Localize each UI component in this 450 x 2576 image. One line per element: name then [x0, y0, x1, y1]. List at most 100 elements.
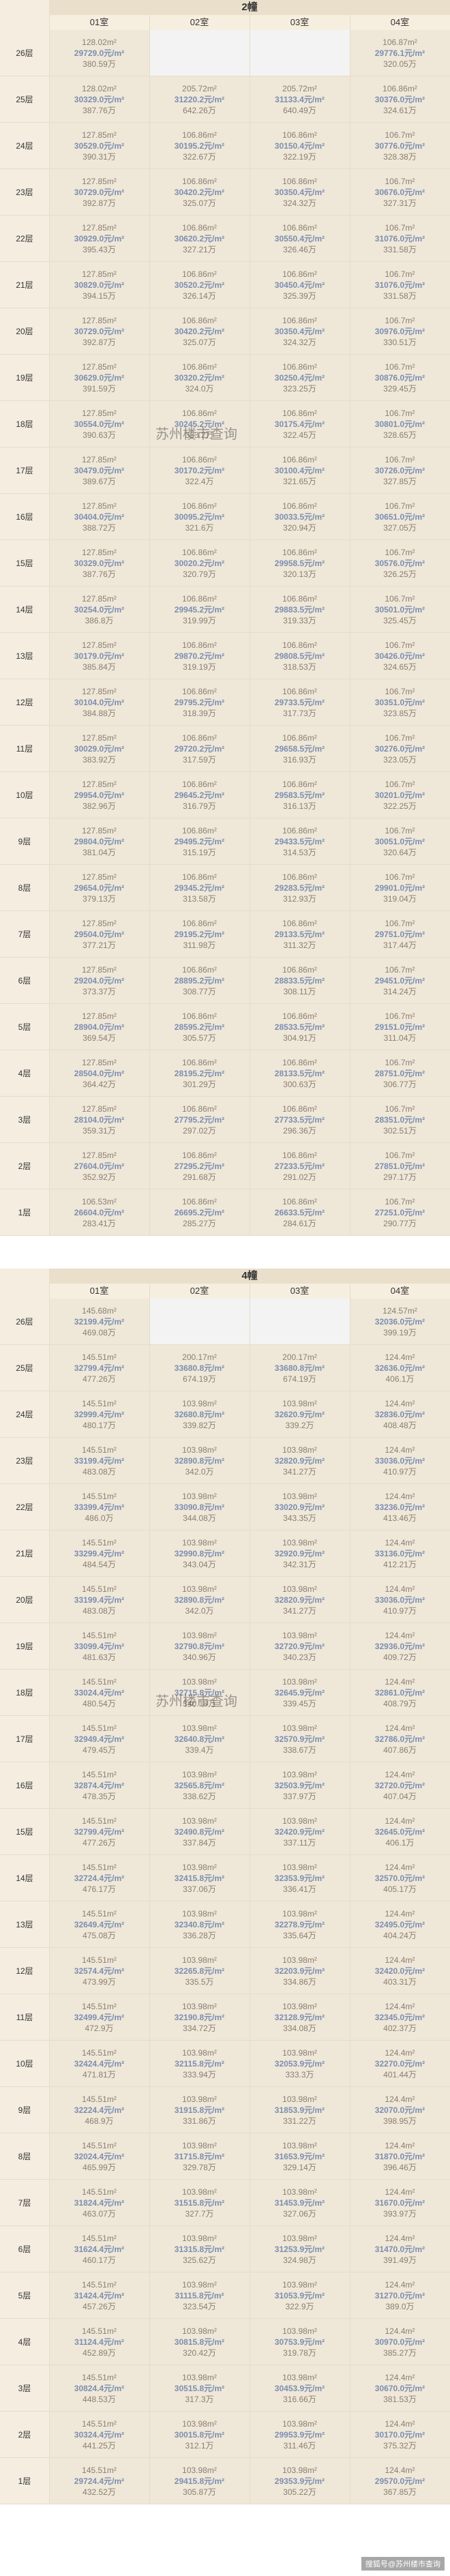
unit-price: 29804.0元/m² — [74, 837, 125, 846]
unit-cell: 106.86m² 30020.2元/m² 320.79万 — [149, 540, 250, 587]
unit-area: 103.98m² — [182, 1816, 217, 1826]
unit-price: 27295.2元/m² — [174, 1161, 225, 1171]
unit-total: 380.59万 — [82, 59, 116, 69]
unit-area: 106.86m² — [282, 640, 317, 650]
unit-total: 312.1万 — [185, 2441, 214, 2451]
unit-cell: 103.98m² 32990.8元/m² 343.04万 — [149, 1530, 250, 1577]
unit-cell: 103.98m² 30815.8元/m² 320.42万 — [149, 2319, 250, 2365]
unit-price: 33036.0元/m² — [374, 1456, 425, 1466]
floor-label: 16层 — [16, 1781, 33, 1790]
floor-label: 20层 — [16, 327, 33, 336]
unit-area: 106.86m² — [182, 316, 217, 325]
unit-cell: 127.85m² 28904.0元/m² 369.54万 — [49, 1004, 149, 1050]
unit-cell: 127.85m² 30729.0元/m² 392.87万 — [49, 308, 149, 355]
unit-total: 333.3万 — [285, 2070, 314, 2079]
unit-cell: 127.85m² 27604.0元/m² 352.92万 — [49, 1143, 149, 1189]
floor-label: 7层 — [18, 930, 31, 939]
unit-area: 103.98m² — [182, 1399, 217, 1408]
column-divider — [149, 15, 150, 1236]
unit-total: 392.87万 — [82, 198, 116, 208]
unit-area: 106.86m² — [182, 362, 217, 372]
unit-price: 28351.0元/m² — [374, 1115, 425, 1125]
unit-total: 325.39万 — [283, 291, 316, 301]
unit-price: 30453.9元/m² — [274, 2384, 325, 2393]
unit-area: 106.86m² — [182, 409, 217, 418]
unit-price: 27733.5元/m² — [274, 1115, 325, 1125]
unit-cell: 145.51m² 30824.4元/m² 448.53万 — [49, 2365, 149, 2412]
unit-total: 323.85万 — [383, 709, 417, 718]
unit-total: 319.78万 — [283, 2348, 316, 2358]
unit-price: 33090.8元/m² — [174, 1502, 225, 1512]
unit-price: 30020.2元/m² — [174, 559, 225, 568]
unit-total: 317.73万 — [283, 709, 316, 718]
unit-cell: 127.85m² 30254.0元/m² 386.8万 — [49, 587, 149, 633]
row-divider — [0, 1808, 450, 1809]
row-divider — [0, 1437, 450, 1438]
column-header: 02室 — [149, 1284, 250, 1299]
unit-area: 124.4m² — [385, 2373, 415, 2382]
unit-price: 33236.0元/m² — [374, 1502, 425, 1512]
unit-total: 324.32万 — [283, 198, 316, 208]
floor-label: 1层 — [18, 2476, 31, 2486]
unit-area: 106.86m² — [182, 733, 217, 743]
unit-area: 106.86m² — [182, 826, 217, 835]
unit-price: 29729.0元/m² — [74, 48, 125, 58]
unit-area: 145.51m² — [82, 1816, 117, 1826]
unit-area: 124.4m² — [385, 2141, 415, 2150]
unit-price: 32920.9元/m² — [274, 1549, 325, 1558]
unit-cell: 145.51m² 32799.4元/m² 477.26万 — [49, 1809, 149, 1855]
unit-price: 30450.4元/m² — [274, 280, 325, 290]
unit-area: 145.51m² — [82, 1955, 117, 1965]
unit-cell: 103.98m² 30515.8元/m² 317.3万 — [149, 2365, 250, 2412]
unit-total: 391.49万 — [383, 2255, 417, 2265]
unit-area: 106.86m² — [282, 409, 317, 418]
unit-price: 30350.4元/m² — [274, 188, 325, 197]
unit-total: 322.19万 — [283, 152, 316, 162]
unit-cell: 145.51m² 32649.4元/m² 475.08万 — [49, 1901, 149, 1948]
unit-total: 321.65万 — [283, 477, 316, 486]
unit-area: 106.86m² — [182, 1058, 217, 1067]
unit-area: 106.86m² — [282, 362, 317, 372]
unit-area: 106.7m² — [385, 1058, 415, 1067]
unit-price: 32036.0元/m² — [374, 1317, 425, 1327]
unit-price: 29204.0元/m² — [74, 976, 125, 986]
unit-price: 30376.0元/m² — [374, 95, 425, 104]
unit-area: 106.7m² — [385, 548, 415, 557]
unit-area: 127.85m² — [82, 1104, 117, 1114]
unit-cell: 145.51m² 29724.4元/m² 432.52万 — [49, 2458, 149, 2504]
unit-price: 29776.1元/m² — [374, 48, 425, 58]
unit-price: 31124.4元/m² — [74, 2337, 124, 2347]
row-divider — [0, 632, 450, 633]
unit-cell: 124.4m² 31870.0元/m² 396.46万 — [350, 2133, 450, 2180]
row-divider — [0, 215, 450, 216]
unit-price: 32799.4元/m² — [74, 1363, 125, 1373]
row-divider — [0, 2411, 450, 2412]
row-divider — [0, 2225, 450, 2226]
unit-area: 200.17m² — [282, 1352, 317, 1362]
floor-label: 18层 — [16, 419, 33, 429]
unit-total: 327.21万 — [183, 245, 216, 254]
unit-cell: 124.4m² 32645.0元/m² 406.1万 — [350, 1809, 450, 1855]
row-divider — [0, 2040, 450, 2041]
unit-area: 145.51m² — [82, 2373, 117, 2382]
unit-total: 297.02万 — [183, 1126, 216, 1136]
empty-unit-cell — [149, 1299, 250, 1345]
unit-area: 106.86m² — [182, 1151, 217, 1160]
unit-total: 325.07万 — [183, 338, 216, 347]
unit-cell: 124.4m² 31470.0元/m² 391.49万 — [350, 2226, 450, 2272]
unit-price: 32345.0元/m² — [374, 2013, 425, 2022]
unit-price: 31715.8元/m² — [174, 2152, 225, 2161]
unit-cell: 106.86m² 29733.5元/m² 317.73万 — [250, 679, 350, 726]
unit-total: 342.0万 — [185, 1467, 214, 1477]
unit-price: 30651.0元/m² — [374, 512, 425, 522]
unit-total: 432.52万 — [82, 2487, 116, 2497]
column-header: 04室 — [350, 15, 450, 30]
unit-cell: 145.51m² 31824.4元/m² 463.07万 — [49, 2180, 149, 2226]
unit-cell: 103.98m² 31853.9元/m² 331.22万 — [250, 2087, 350, 2133]
unit-price: 30729.0元/m² — [74, 188, 125, 197]
column-header: 01室 — [49, 1284, 149, 1299]
unit-cell: 103.98m² 32720.9元/m² 340.23万 — [250, 1623, 350, 1670]
unit-cell: 127.85m² 28504.0元/m² 364.42万 — [49, 1050, 149, 1097]
unit-area: 145.51m² — [82, 1445, 117, 1455]
unit-total: 311.46万 — [283, 2441, 316, 2451]
